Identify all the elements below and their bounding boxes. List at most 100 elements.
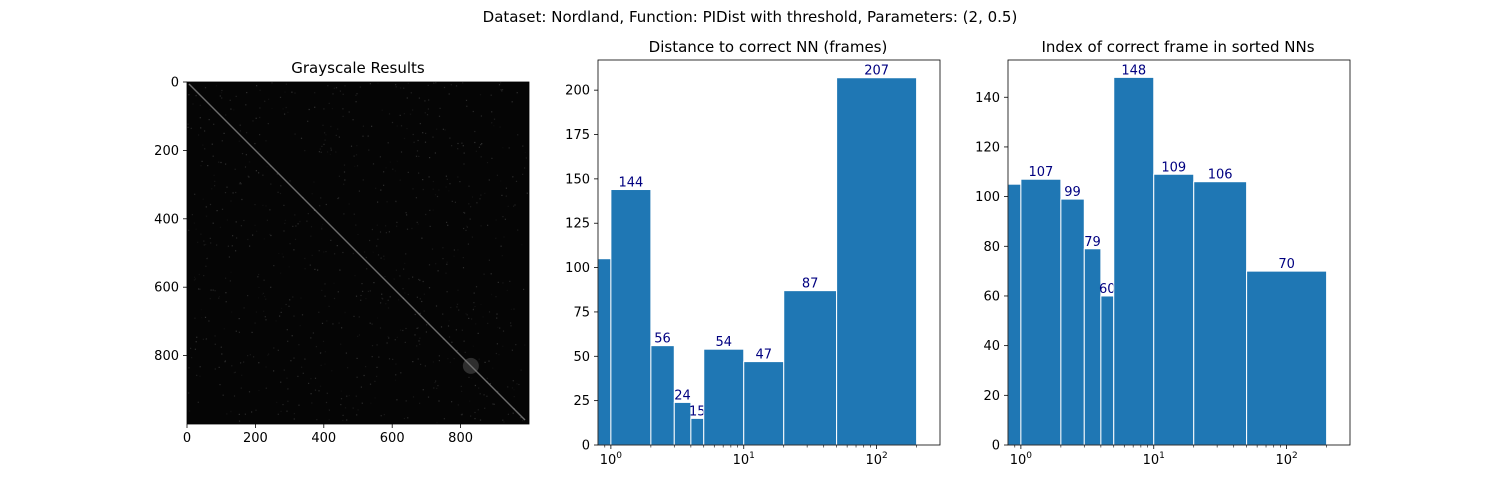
heatmap-speckle bbox=[259, 116, 261, 119]
heatmap-speckle bbox=[212, 222, 214, 224]
heatmap-speckle bbox=[324, 283, 326, 285]
heatmap-speckle bbox=[420, 363, 422, 365]
heatmap-speckle bbox=[388, 231, 390, 233]
heatmap-speckle bbox=[468, 203, 470, 205]
heatmap-speckle bbox=[299, 325, 301, 327]
heatmap-speckle bbox=[466, 226, 468, 228]
heatmap-speckle bbox=[254, 143, 256, 145]
x-tick-label: 100 bbox=[1010, 451, 1033, 468]
heatmap-speckle bbox=[442, 128, 444, 130]
heatmap-speckle bbox=[419, 402, 421, 404]
heatmap-speckle bbox=[358, 316, 360, 318]
heatmap-speckle bbox=[436, 195, 439, 198]
heatmap-speckle bbox=[194, 193, 196, 195]
heatmap-speckle bbox=[344, 179, 346, 181]
heatmap-speckle bbox=[498, 354, 500, 356]
heatmap-speckle bbox=[488, 311, 491, 313]
heatmap-speckle bbox=[342, 251, 344, 254]
heatmap-speckle bbox=[283, 369, 285, 371]
histogram-bar bbox=[1020, 178, 1062, 446]
heatmap-speckle bbox=[353, 213, 355, 215]
bar-value-label: 207 bbox=[864, 64, 889, 79]
heatmap-speckle bbox=[418, 172, 420, 174]
heatmap-speckle bbox=[232, 235, 234, 237]
heatmap-speckle bbox=[230, 410, 232, 413]
heatmap-speckle bbox=[416, 296, 418, 298]
heatmap-speckle bbox=[293, 315, 295, 317]
heatmap-speckle bbox=[335, 134, 337, 136]
heatmap-speckle bbox=[263, 310, 265, 312]
heatmap-speckle bbox=[318, 311, 320, 313]
heatmap-speckle bbox=[225, 163, 227, 165]
heatmap-speckle bbox=[204, 130, 206, 132]
heatmap-speckle bbox=[400, 372, 402, 374]
heatmap-speckle bbox=[466, 314, 468, 316]
heatmap-speckle bbox=[221, 89, 223, 92]
heatmap-speckle bbox=[421, 237, 423, 239]
heatmap-speckle bbox=[392, 168, 394, 170]
heatmap-speckle bbox=[451, 145, 453, 147]
heatmap-speckle bbox=[473, 302, 475, 304]
heatmap-speckle bbox=[388, 113, 391, 115]
heatmap-speckle bbox=[298, 404, 300, 406]
heatmap-speckle bbox=[445, 272, 447, 274]
heatmap-speckle bbox=[255, 117, 257, 119]
heatmap-speckle bbox=[510, 325, 512, 327]
heatmap-speckle bbox=[462, 257, 464, 259]
heatmap-speckle bbox=[311, 193, 313, 195]
histogram-bar bbox=[1153, 173, 1195, 446]
heatmap-speckle bbox=[379, 231, 382, 233]
heatmap-speckle bbox=[367, 290, 369, 292]
heatmap-speckle bbox=[270, 183, 272, 185]
heatmap-speckle bbox=[258, 151, 260, 153]
heatmap-speckle bbox=[429, 225, 431, 227]
heatmap-speckle bbox=[419, 337, 421, 339]
heatmap-speckle bbox=[492, 367, 494, 369]
heatmap-speckle bbox=[202, 338, 204, 340]
heatmap-speckle bbox=[474, 384, 476, 387]
heatmap-speckle bbox=[406, 228, 409, 230]
heatmap-speckle bbox=[345, 352, 347, 354]
heatmap-speckle bbox=[200, 309, 202, 311]
heatmap-speckle bbox=[338, 175, 340, 177]
heatmap-speckle bbox=[480, 156, 482, 158]
heatmap-speckle bbox=[239, 124, 241, 126]
heatmap-speckle bbox=[470, 415, 472, 417]
heatmap-speckle bbox=[417, 358, 419, 360]
heatmap-speckle bbox=[333, 87, 335, 89]
heatmap-speckle bbox=[293, 418, 295, 420]
heatmap-speckle bbox=[471, 377, 473, 379]
heatmap-speckle bbox=[475, 323, 477, 325]
heatmap-speckle bbox=[343, 164, 346, 166]
heatmap-frame bbox=[186, 81, 530, 425]
heatmap-speckle bbox=[412, 276, 414, 278]
heatmap-speckle bbox=[524, 151, 526, 154]
heatmap-speckle bbox=[270, 286, 272, 288]
histogram-bar bbox=[1060, 198, 1085, 446]
heatmap-speckle bbox=[453, 249, 455, 251]
heatmap-speckle bbox=[442, 247, 444, 249]
histogram-bar bbox=[1246, 270, 1328, 446]
heatmap-speckle bbox=[414, 313, 416, 316]
heatmap-speckle bbox=[525, 157, 527, 159]
heatmap-speckle bbox=[281, 307, 283, 309]
heatmap-speckle bbox=[374, 397, 376, 399]
heatmap-speckle bbox=[483, 394, 485, 396]
heatmap-speckle bbox=[481, 143, 483, 145]
heatmap-speckle bbox=[280, 185, 282, 187]
heatmap-speckle bbox=[238, 420, 241, 422]
heatmap-speckle bbox=[206, 258, 208, 260]
heatmap-speckle bbox=[321, 226, 323, 228]
heatmap-speckle bbox=[455, 85, 458, 87]
heatmap-speckle bbox=[457, 249, 459, 251]
heatmap-speckle bbox=[424, 100, 426, 102]
heatmap-speckle bbox=[436, 128, 438, 130]
bar-value-label: 79 bbox=[1084, 235, 1101, 250]
heatmap-speckle bbox=[438, 115, 441, 117]
heatmap-speckle bbox=[521, 244, 523, 246]
heatmap-speckle bbox=[480, 304, 482, 306]
heatmap-speckle bbox=[266, 219, 268, 221]
heatmap-speckle bbox=[291, 91, 293, 93]
heatmap-speckle bbox=[224, 361, 226, 363]
heatmap-speckle bbox=[412, 361, 414, 363]
